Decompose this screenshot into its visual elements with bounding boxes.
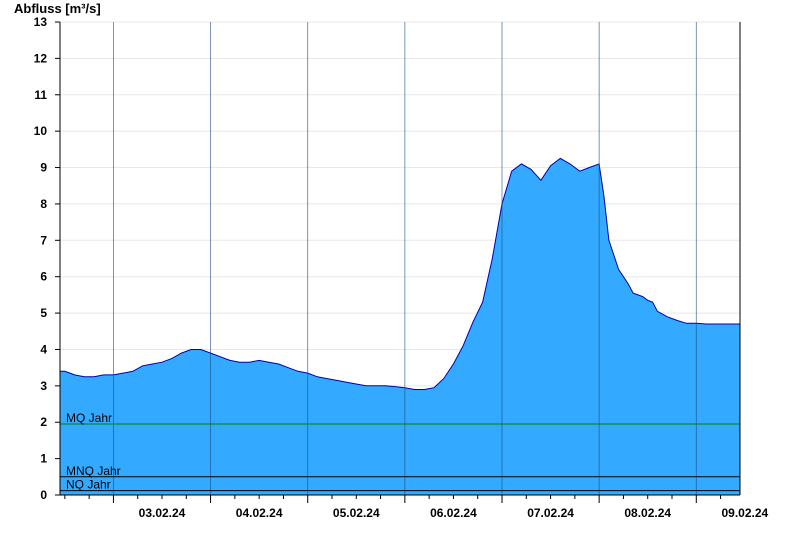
- y-tick-label: 6: [40, 270, 47, 284]
- reference-line-label: MQ Jahr: [66, 411, 112, 425]
- x-tick-label: 03.02.24: [139, 506, 186, 520]
- grid-layer: [60, 21, 740, 496]
- y-tick-label: 12: [34, 51, 48, 65]
- x-tick-label: 09.02.24: [721, 506, 768, 520]
- y-axis-label: Abfluss [m³/s]: [14, 1, 101, 16]
- y-tick-label: 5: [40, 306, 47, 320]
- x-tick-label: 04.02.24: [236, 506, 283, 520]
- discharge-area: [60, 158, 740, 495]
- y-tick-label: 8: [40, 197, 47, 211]
- x-tick-label: 06.02.24: [430, 506, 477, 520]
- x-tick-label: 05.02.24: [333, 506, 380, 520]
- y-tick-label: 3: [40, 379, 47, 393]
- y-tick-label: 10: [34, 124, 48, 138]
- y-tick-label: 7: [40, 233, 47, 247]
- reference-line-label: NQ Jahr: [66, 478, 111, 492]
- x-tick-label: 07.02.24: [527, 506, 574, 520]
- y-tick-label: 2: [40, 415, 47, 429]
- y-tick-label: 9: [40, 161, 47, 175]
- area-layer: [60, 157, 740, 495]
- reference-line-label: MNQ Jahr: [66, 464, 121, 478]
- day-divider-layer: [113, 22, 697, 495]
- y-tick-label: 13: [34, 15, 48, 29]
- y-tick-label: 1: [40, 452, 47, 466]
- y-tick-label: 4: [40, 342, 47, 356]
- y-tick-label: 11: [34, 88, 47, 102]
- discharge-line: [60, 157, 740, 390]
- y-tick-label: 0: [40, 488, 47, 502]
- x-tick-label: 08.02.24: [624, 506, 671, 520]
